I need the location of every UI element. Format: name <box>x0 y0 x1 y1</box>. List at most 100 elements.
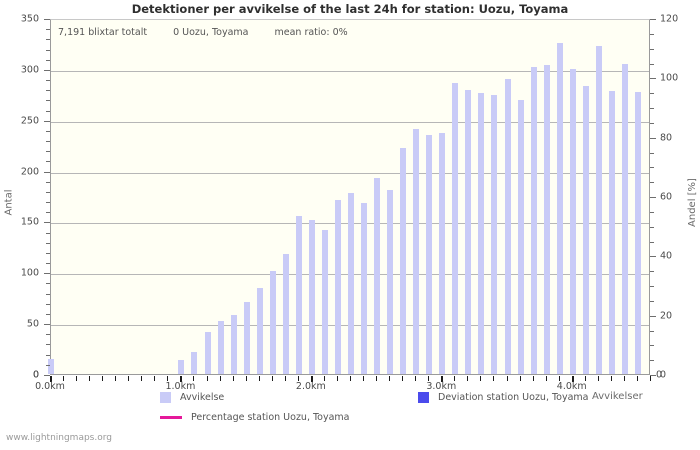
y-tick-minor-left <box>46 141 50 143</box>
chart-legend: Avvikelse Deviation station Uozu, Toyama P… <box>0 390 700 432</box>
x-tick <box>115 376 117 381</box>
x-tick <box>597 376 599 381</box>
y-tick-minor-left <box>46 100 50 102</box>
bar <box>413 128 420 374</box>
y-tick-minor-right <box>650 122 654 124</box>
y-tick-left <box>44 222 50 224</box>
source-footer: www.lightningmaps.org <box>6 433 112 443</box>
x-tick <box>454 376 456 381</box>
y-tick-label-left: 350 <box>20 13 39 25</box>
y-tick-right <box>650 78 656 80</box>
x-tick <box>128 376 130 381</box>
x-tick <box>350 376 351 381</box>
y-tick-minor-right <box>650 211 654 213</box>
y-tick-minor-left <box>46 242 50 244</box>
x-tick <box>63 376 65 381</box>
bar <box>48 358 54 374</box>
legend-item[interactable]: Percentage station Uozu, Toyama <box>160 412 350 423</box>
gridline <box>51 172 649 174</box>
bar-series-avvikelse <box>48 20 649 374</box>
y-tick-minor-right <box>650 330 654 332</box>
bar <box>348 192 354 374</box>
y-tick-minor-left <box>46 293 50 295</box>
x-tick <box>415 376 417 381</box>
legend-color-swatch-icon <box>160 392 171 403</box>
y-tick-right <box>650 375 656 376</box>
bar <box>217 321 224 374</box>
y-tick-minor-left <box>46 39 50 41</box>
bar <box>282 253 289 374</box>
bar <box>295 216 302 374</box>
x-tick <box>245 376 247 381</box>
x-tick <box>650 376 651 381</box>
y-tick-minor-left <box>46 354 50 356</box>
y-tick-minor-left <box>46 283 50 285</box>
bar <box>621 63 628 374</box>
y-axis-label-right: Andel [%] <box>686 178 698 227</box>
y-tick-minor-right <box>650 48 654 50</box>
bar <box>361 203 368 374</box>
y-tick-left <box>44 19 50 20</box>
y-axis-zero-right: 0 <box>656 369 663 381</box>
x-tick <box>297 376 299 381</box>
bar <box>582 86 589 374</box>
y-tick-left <box>44 171 50 173</box>
x-tick <box>284 376 286 381</box>
x-tick <box>76 376 78 381</box>
y-tick-minor-left <box>46 59 50 61</box>
x-tick <box>180 376 183 382</box>
y-tick-minor-right <box>650 360 654 362</box>
y-tick-minor-left <box>46 344 50 346</box>
y-tick-left <box>44 69 50 71</box>
legend-line-swatch-icon <box>160 416 182 419</box>
y-axis-zero-left: 0 <box>33 369 40 381</box>
y-tick-minor-left <box>46 110 50 112</box>
x-tick <box>480 376 482 381</box>
gridline <box>51 121 649 123</box>
y-tick-label-left: 0 <box>32 369 39 381</box>
y-tick-minor-left <box>46 334 50 336</box>
y-tick-label-left: 100 <box>20 267 39 279</box>
x-tick <box>428 376 430 381</box>
y-tick-minor-right <box>650 300 654 302</box>
x-tick-label: 3.0km <box>426 381 457 392</box>
y-tick-label-right: 80 <box>660 132 673 144</box>
x-tick <box>545 376 547 381</box>
bar <box>634 92 641 374</box>
annotation-station-count: 0 Uozu, Toyama <box>173 27 249 38</box>
bar <box>400 148 407 374</box>
x-axis-label: Avvikelser <box>592 391 643 402</box>
y-tick-minor-left <box>46 130 50 132</box>
x-tick <box>571 376 574 382</box>
bar <box>204 332 211 374</box>
bar <box>530 66 537 374</box>
bar <box>452 83 459 374</box>
y-tick-label-right: 0 <box>660 369 667 381</box>
y-tick-left <box>44 273 50 275</box>
x-tick <box>89 376 91 381</box>
y-tick-minor-right <box>650 241 654 243</box>
legend-item[interactable]: Avvikelse <box>160 392 224 403</box>
legend-item[interactable]: Deviation station Uozu, Toyama <box>418 392 589 403</box>
y-tick-right <box>650 315 656 317</box>
x-tick <box>623 376 625 381</box>
bar <box>439 132 446 374</box>
y-tick-left <box>44 375 50 376</box>
y-tick-label-right: 20 <box>660 310 673 322</box>
bar <box>608 91 615 374</box>
x-tick-label: 0.0km <box>35 381 65 392</box>
y-tick-minor-right <box>650 271 654 273</box>
bar <box>230 315 237 374</box>
y-tick-minor-left <box>46 313 50 315</box>
legend-label: Avvikelse <box>180 392 225 403</box>
y-tick-minor-left <box>46 303 50 305</box>
y-tick-minor-right <box>650 286 654 287</box>
x-tick <box>167 376 169 381</box>
y-tick-minor-left <box>46 181 50 183</box>
bar <box>595 46 602 374</box>
bar <box>478 93 485 374</box>
x-tick <box>389 376 391 381</box>
bar <box>334 200 341 374</box>
bar <box>256 287 263 374</box>
